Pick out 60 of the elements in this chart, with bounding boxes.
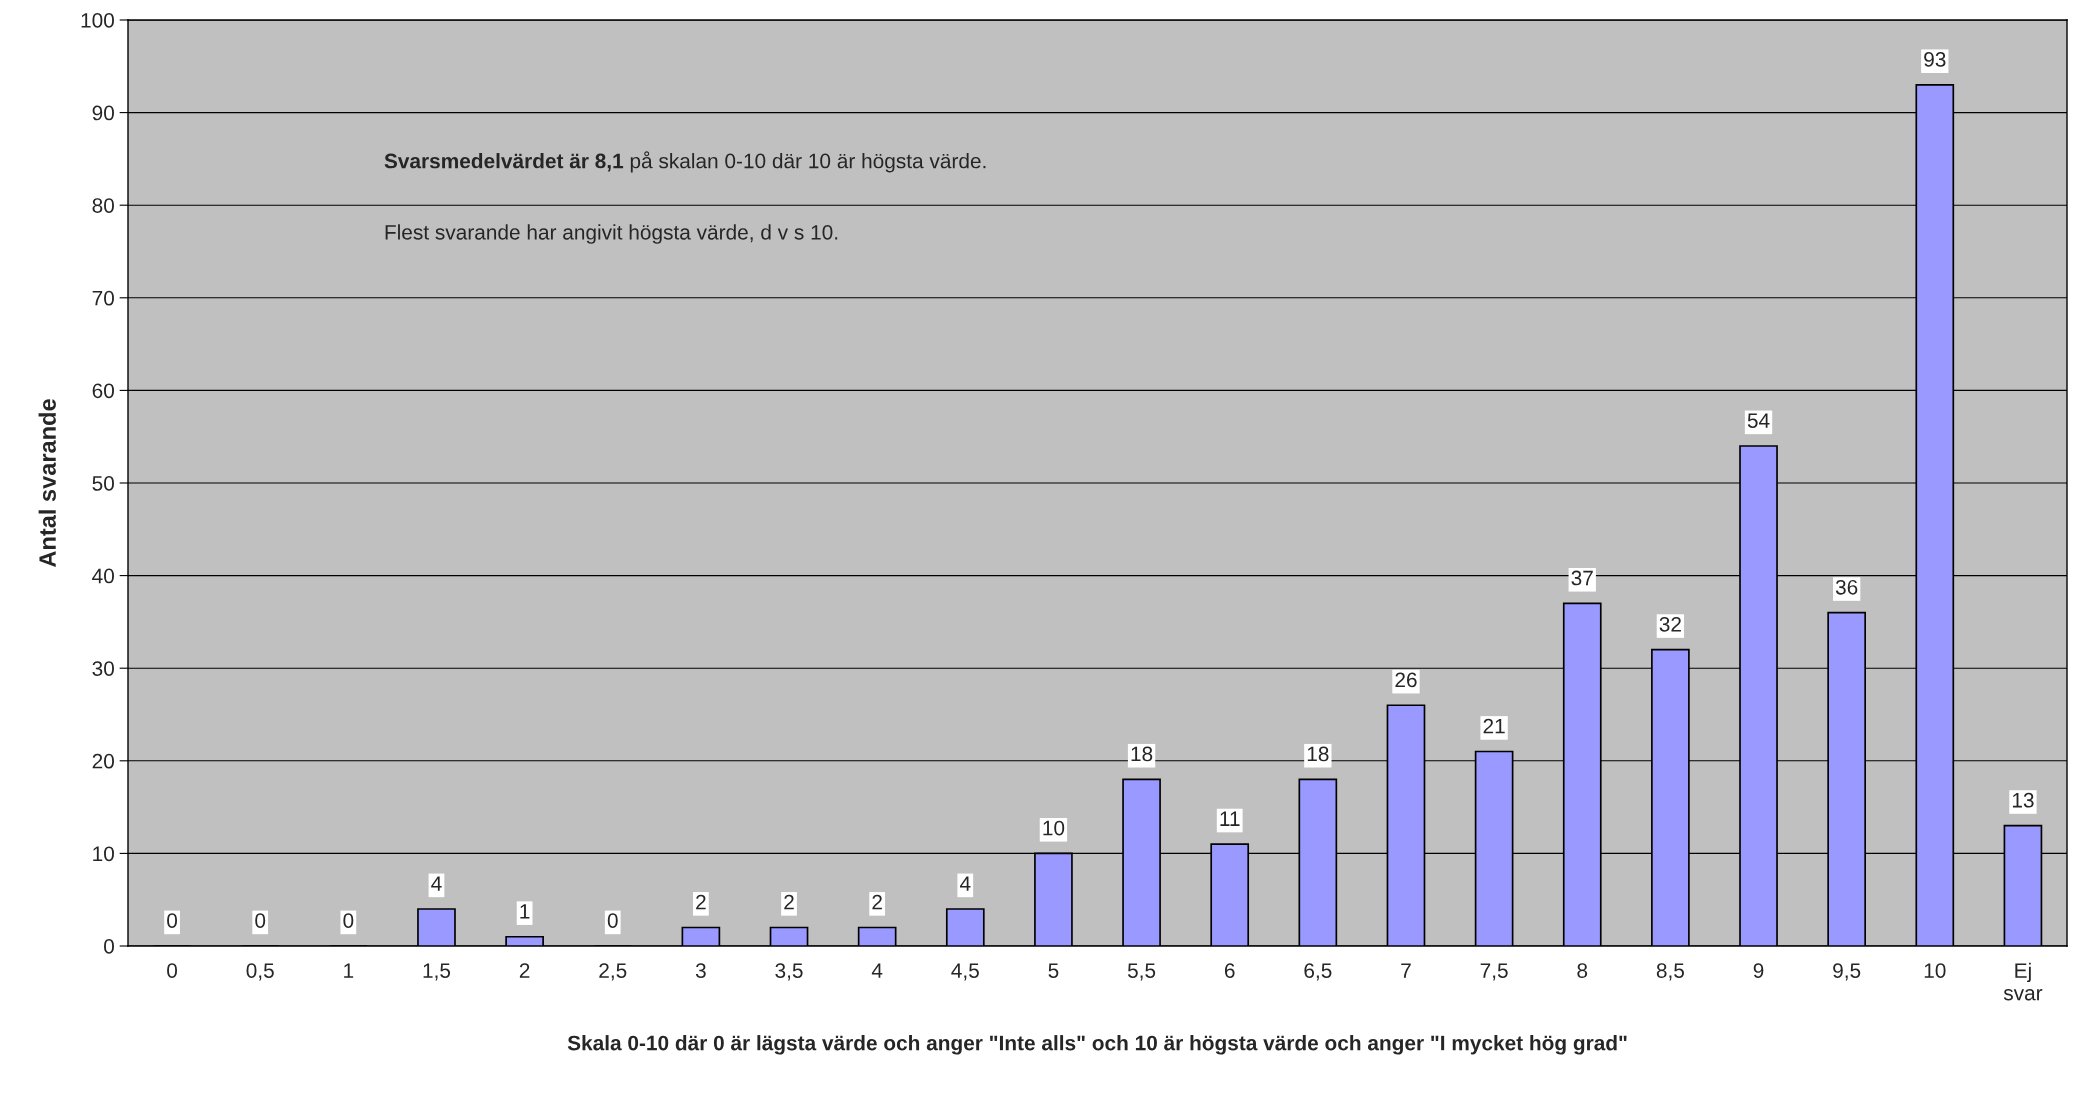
x-tick-label: 1 [344, 963, 354, 978]
data-label: 13 [2012, 792, 2034, 808]
annotation: Flest svarande har angivit högsta värde, d v s 10. [385, 224, 838, 244]
data-label: 0 [167, 913, 178, 928]
x-tick-label: 0 [167, 963, 178, 978]
data-label: 2 [696, 894, 706, 910]
y-tick-label: 60 [92, 383, 114, 399]
y-axis-title: Antal svarande [38, 399, 56, 568]
x-tick-label: 8 [1577, 963, 1588, 978]
x-tick-label: 2,5 [599, 963, 627, 981]
annotation: Svarsmedelvärdet är 8,1 [384, 153, 624, 172]
x-tick-label: 5 [1048, 963, 1059, 978]
y-tick-label: 40 [92, 568, 114, 584]
x-tick-label: 5,5 [1127, 963, 1156, 981]
x-tick-label: 7,5 [1480, 963, 1508, 981]
y-tick-label: 70 [92, 290, 114, 306]
y-tick-label: 10 [93, 846, 114, 862]
x-tick-label: 3,5 [775, 963, 803, 981]
data-label: 11 [1220, 811, 1240, 826]
x-tick-label: 0,5 [246, 963, 274, 981]
y-tick-label: 20 [92, 753, 114, 769]
data-label: 36 [1835, 579, 1858, 595]
x-tick-label: 9,5 [1833, 963, 1861, 981]
y-tick-label: 90 [92, 105, 114, 121]
x-tick-label: 2 [519, 963, 530, 978]
data-label: 0 [343, 913, 354, 928]
x-tick-label: 4 [871, 963, 883, 978]
x-tick-label: 1,5 [423, 963, 451, 981]
data-label: 2 [872, 894, 882, 910]
y-tick-label: 50 [92, 476, 114, 491]
x-tick-label: 10 [1924, 963, 1946, 978]
x-tick-label: Ej svar [2003, 962, 2043, 1001]
data-label: 10 [1043, 820, 1065, 836]
data-label: 4 [959, 876, 971, 891]
data-label: 37 [1571, 570, 1593, 586]
x-tick-label: 9 [1753, 963, 1764, 978]
x-tick-label: 6,5 [1304, 963, 1332, 981]
data-label: 0 [255, 913, 266, 928]
data-label: 21 [1483, 718, 1505, 734]
y-tick-label: 100 [81, 13, 114, 28]
x-tick-label: 8,5 [1656, 963, 1684, 981]
data-label: 32 [1659, 616, 1681, 632]
x-axis-title: Skala 0-10 där 0 är lägsta värde och anger "Inte alls" och 10 är högsta värde och anger "I mycket hög grad" [567, 1035, 1627, 1055]
y-tick-label: 80 [92, 198, 114, 213]
x-tick-label: 4,5 [951, 963, 979, 981]
data-label: 18 [1131, 746, 1153, 762]
x-tick-label: 3 [695, 963, 706, 978]
data-label: 2 [784, 894, 794, 910]
data-label: 26 [1395, 672, 1417, 688]
data-label: 0 [607, 913, 618, 928]
data-label: 18 [1307, 746, 1329, 762]
data-label: 1 [520, 904, 530, 919]
x-tick-label: 6 [1224, 963, 1235, 978]
y-tick-label: 0 [104, 939, 114, 954]
x-tick-label: 7 [1401, 963, 1411, 978]
data-label: 93 [1924, 52, 1946, 67]
y-tick-label: 30 [92, 661, 114, 676]
data-label: 54 [1747, 413, 1770, 428]
data-label: 4 [431, 876, 442, 891]
annotation: på skalan 0-10 där 10 är högsta värde. [630, 151, 986, 173]
